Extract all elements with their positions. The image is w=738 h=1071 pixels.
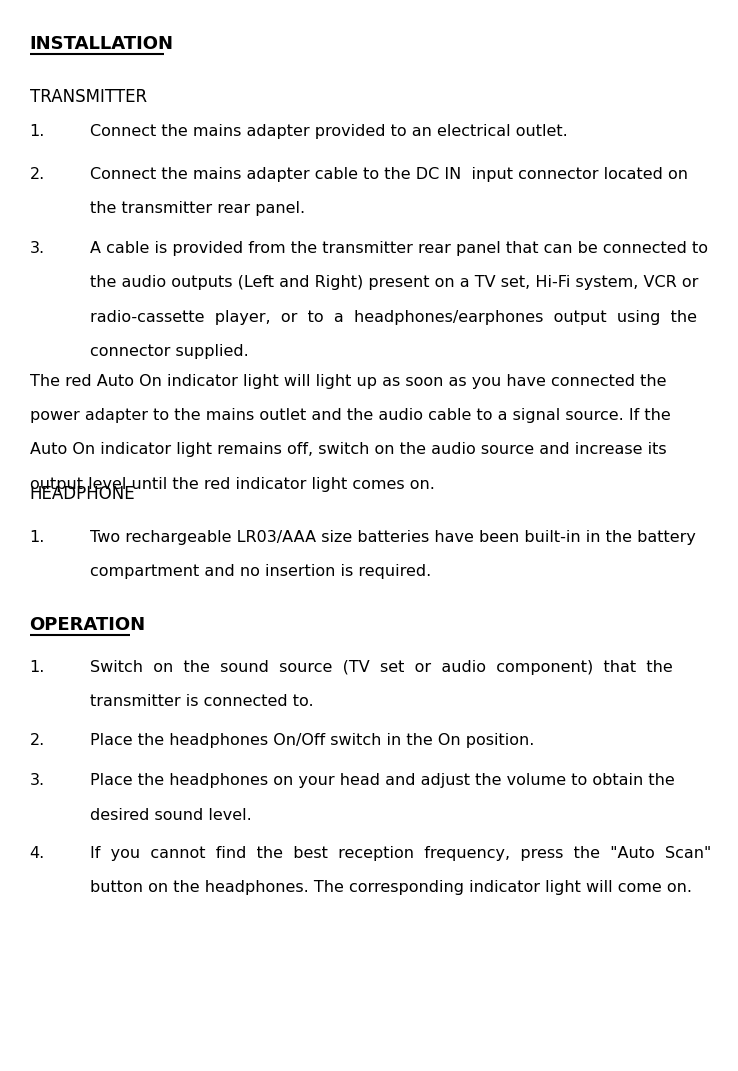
Text: 1.: 1. — [30, 124, 45, 139]
Text: OPERATION: OPERATION — [30, 616, 145, 634]
Text: desired sound level.: desired sound level. — [90, 808, 252, 823]
Text: Connect the mains adapter cable to the DC IN  input connector located on: Connect the mains adapter cable to the D… — [90, 167, 688, 182]
Text: power adapter to the mains outlet and the audio cable to a signal source. If the: power adapter to the mains outlet and th… — [30, 408, 670, 423]
Text: HEADPHONE: HEADPHONE — [30, 485, 135, 503]
Text: the audio outputs (Left and Right) present on a TV set, Hi-Fi system, VCR or: the audio outputs (Left and Right) prese… — [90, 275, 698, 290]
Text: TRANSMITTER: TRANSMITTER — [30, 88, 147, 106]
Text: radio-cassette  player,  or  to  a  headphones/earphones  output  using  the: radio-cassette player, or to a headphone… — [90, 310, 697, 325]
Text: 2.: 2. — [30, 167, 45, 182]
Text: 2.: 2. — [30, 733, 45, 748]
Text: the transmitter rear panel.: the transmitter rear panel. — [90, 201, 305, 216]
Text: Place the headphones on your head and adjust the volume to obtain the: Place the headphones on your head and ad… — [90, 773, 675, 788]
Text: Place the headphones On/Off switch in the On position.: Place the headphones On/Off switch in th… — [90, 733, 534, 748]
Text: If  you  cannot  find  the  best  reception  frequency,  press  the  "Auto  Scan: If you cannot find the best reception fr… — [90, 846, 711, 861]
Text: Auto On indicator light remains off, switch on the audio source and increase its: Auto On indicator light remains off, swi… — [30, 442, 666, 457]
Text: INSTALLATION: INSTALLATION — [30, 35, 173, 54]
Text: transmitter is connected to.: transmitter is connected to. — [90, 694, 314, 709]
Text: 1.: 1. — [30, 660, 45, 675]
Text: Switch  on  the  sound  source  (TV  set  or  audio  component)  that  the: Switch on the sound source (TV set or au… — [90, 660, 673, 675]
Text: A cable is provided from the transmitter rear panel that can be connected to: A cable is provided from the transmitter… — [90, 241, 708, 256]
Text: Two rechargeable LR03/AAA size batteries have been built-in in the battery: Two rechargeable LR03/AAA size batteries… — [90, 530, 696, 545]
Text: output level until the red indicator light comes on.: output level until the red indicator lig… — [30, 477, 435, 492]
Text: connector supplied.: connector supplied. — [90, 344, 249, 359]
Text: Connect the mains adapter provided to an electrical outlet.: Connect the mains adapter provided to an… — [90, 124, 568, 139]
Text: 3.: 3. — [30, 241, 44, 256]
Text: 1.: 1. — [30, 530, 45, 545]
Text: 4.: 4. — [30, 846, 45, 861]
Text: button on the headphones. The corresponding indicator light will come on.: button on the headphones. The correspond… — [90, 880, 692, 895]
Text: compartment and no insertion is required.: compartment and no insertion is required… — [90, 564, 431, 579]
Text: The red Auto On indicator light will light up as soon as you have connected the: The red Auto On indicator light will lig… — [30, 374, 666, 389]
Text: 3.: 3. — [30, 773, 44, 788]
